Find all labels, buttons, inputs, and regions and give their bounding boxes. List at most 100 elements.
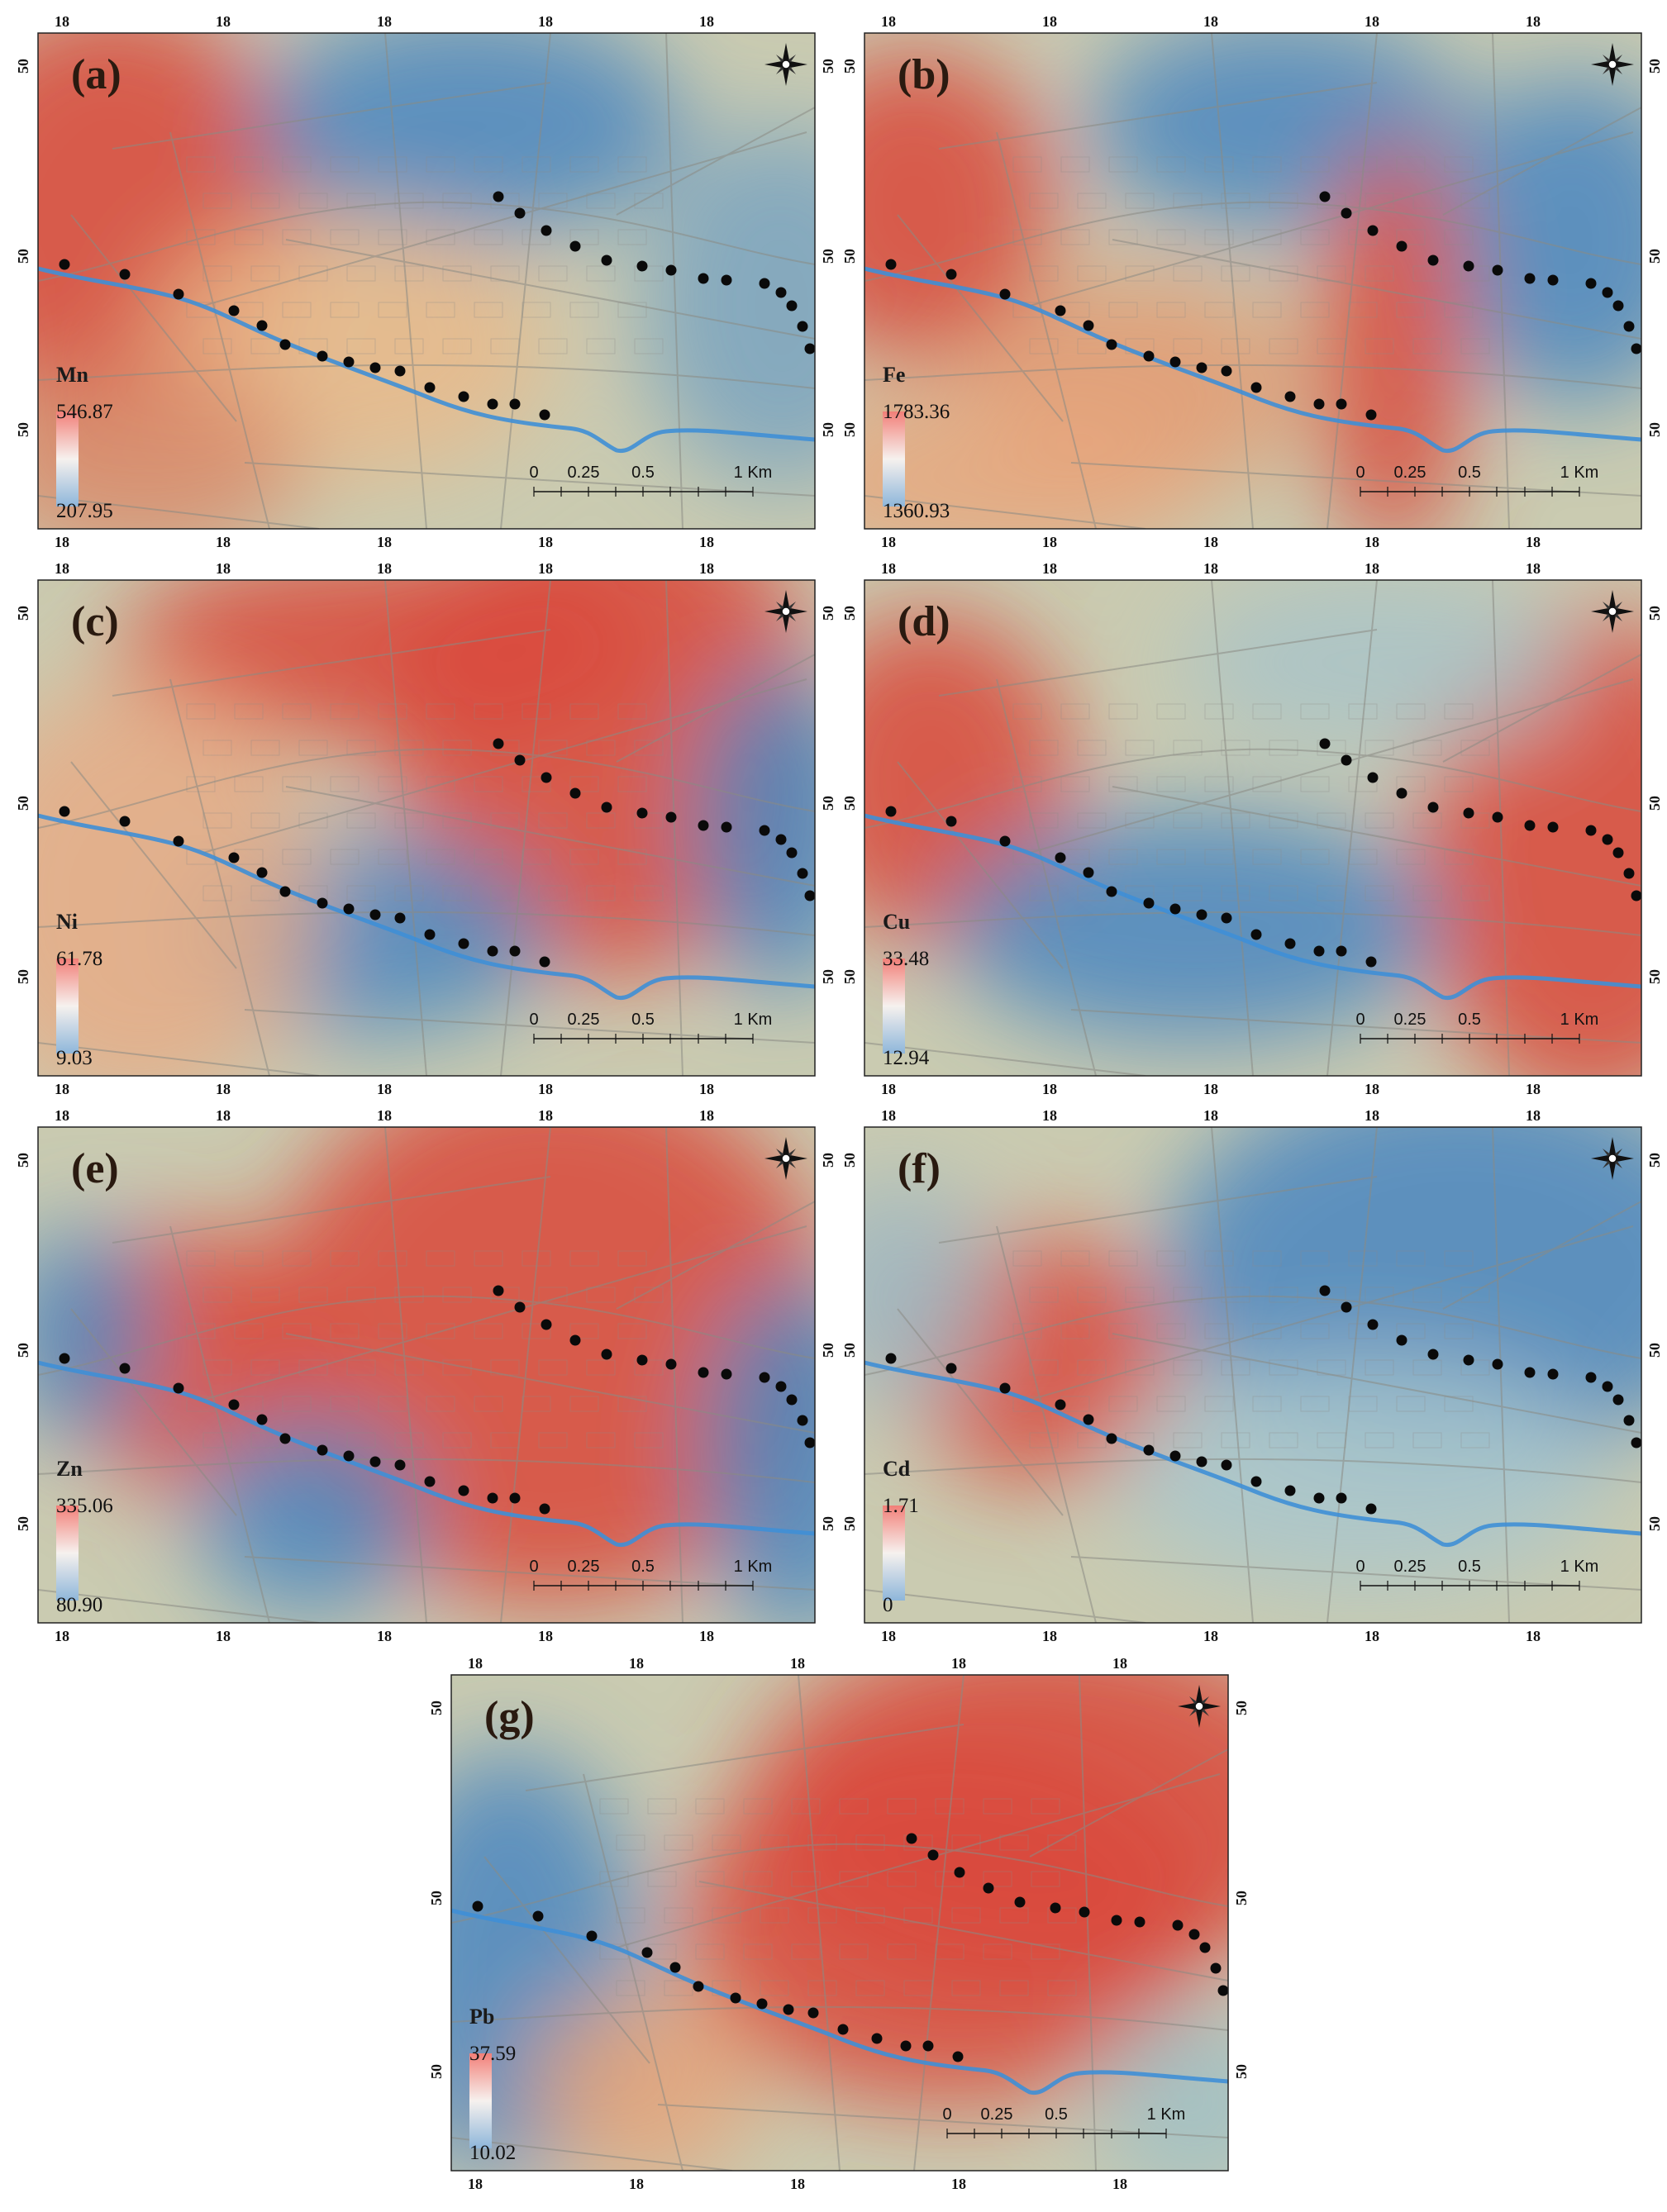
sampling-point [394, 1459, 406, 1471]
lon-tick: 18 [1203, 534, 1218, 550]
coordinate-ticks: 18 18 18 18 18 18 18 18 18 18 50 50 50 50 50 50 [841, 1107, 1663, 1644]
building [426, 302, 455, 318]
heat-zone [1112, 1358, 1608, 1590]
lon-tick: 18 [951, 1655, 966, 1672]
sampling-point [539, 956, 550, 968]
building [250, 812, 280, 829]
lon-tick: 18 [216, 1628, 231, 1644]
building [1029, 812, 1059, 829]
road [864, 748, 1641, 829]
scale-label: 0 [942, 2105, 951, 2124]
building [569, 703, 599, 720]
building [1029, 1432, 1059, 1449]
legend-min: 207.95 [56, 500, 113, 522]
road [244, 462, 815, 497]
sampling-point [541, 772, 552, 783]
building-blocks [1012, 703, 1490, 901]
building [202, 338, 232, 354]
lat-tick: 50 [820, 1343, 836, 1358]
building [1348, 156, 1378, 173]
road-network [864, 33, 1641, 529]
element-label: Mn [56, 363, 89, 387]
sampling-point [424, 382, 436, 393]
sampling-point [952, 2051, 964, 2062]
building [569, 229, 599, 245]
lat-tick: 50 [15, 1516, 31, 1531]
lat-tick: 50 [1646, 796, 1663, 811]
scale-bar: 0 0.25 0.5 1 Km [1355, 1558, 1598, 1591]
building [1444, 1250, 1474, 1267]
building [664, 1834, 693, 1851]
legend-ramp [883, 1506, 905, 1601]
sampling-point [999, 1382, 1011, 1394]
scale-label: 0.25 [1394, 1558, 1426, 1576]
interpolation-surface [38, 580, 815, 1076]
lon-tick: 18 [1112, 2176, 1127, 2192]
legend-max: 37.59 [469, 2043, 516, 2065]
building [586, 885, 616, 901]
road [525, 1724, 964, 1791]
sampling-point [1427, 802, 1439, 813]
sampling-point [927, 1849, 939, 1861]
sampling-point [693, 1981, 704, 1992]
building [282, 1323, 312, 1339]
building [282, 302, 312, 318]
lon-tick: 18 [1112, 1655, 1127, 1672]
map-panel-e: (e) Zn 335.06 80.90 0 0.25 0.5 1 Km 18 18 18 18 18 18… [13, 1102, 840, 1664]
road [483, 1856, 650, 2064]
building-blocks [186, 156, 664, 354]
building-blocks [1012, 156, 1490, 354]
sampling-point [1196, 1456, 1207, 1468]
lon-tick: 18 [790, 2176, 805, 2192]
building [1125, 265, 1155, 282]
building [647, 1798, 677, 1815]
building [1348, 776, 1378, 792]
sampling-point [1055, 1399, 1066, 1410]
building [1365, 265, 1394, 282]
sampling-point [228, 1399, 240, 1410]
building [1173, 265, 1203, 282]
road [70, 1308, 237, 1516]
building [617, 1250, 647, 1267]
building [1047, 1980, 1077, 1996]
sampling-point [1050, 1902, 1061, 1914]
building [490, 740, 520, 756]
sampling-point [1367, 772, 1379, 783]
sampling-point [669, 1962, 681, 1973]
interpolation-surface [864, 580, 1641, 1076]
scale-label: 1 Km [1147, 2105, 1186, 2124]
building [346, 740, 376, 756]
lat-tick: 50 [820, 969, 836, 984]
building [442, 812, 472, 829]
building [1029, 1359, 1059, 1376]
building [1221, 193, 1250, 209]
building [538, 885, 568, 901]
road [38, 748, 815, 829]
lon-tick: 18 [538, 1081, 553, 1097]
building [522, 229, 551, 245]
sampling-point [906, 1833, 917, 1844]
sampling-point [786, 847, 798, 859]
building [1252, 156, 1282, 173]
building [186, 1250, 216, 1267]
building [617, 1396, 647, 1412]
sampling-point [256, 1414, 268, 1425]
sampling-point [1134, 1916, 1145, 1928]
building [1396, 1396, 1426, 1412]
building [1252, 849, 1282, 865]
building [1348, 1250, 1378, 1267]
sampling-point [1492, 1358, 1503, 1370]
heat-zone [195, 1416, 426, 1615]
lon-tick: 18 [699, 1107, 714, 1124]
lon-tick: 18 [881, 1107, 896, 1124]
building [1460, 1287, 1490, 1303]
sampling-point [1313, 398, 1325, 410]
building [1012, 703, 1042, 720]
sampling-point [1250, 929, 1262, 940]
sampling-point [458, 1485, 469, 1496]
sampling-point [279, 1433, 291, 1444]
building [1365, 193, 1394, 209]
building [442, 1359, 472, 1376]
building [1300, 156, 1330, 173]
